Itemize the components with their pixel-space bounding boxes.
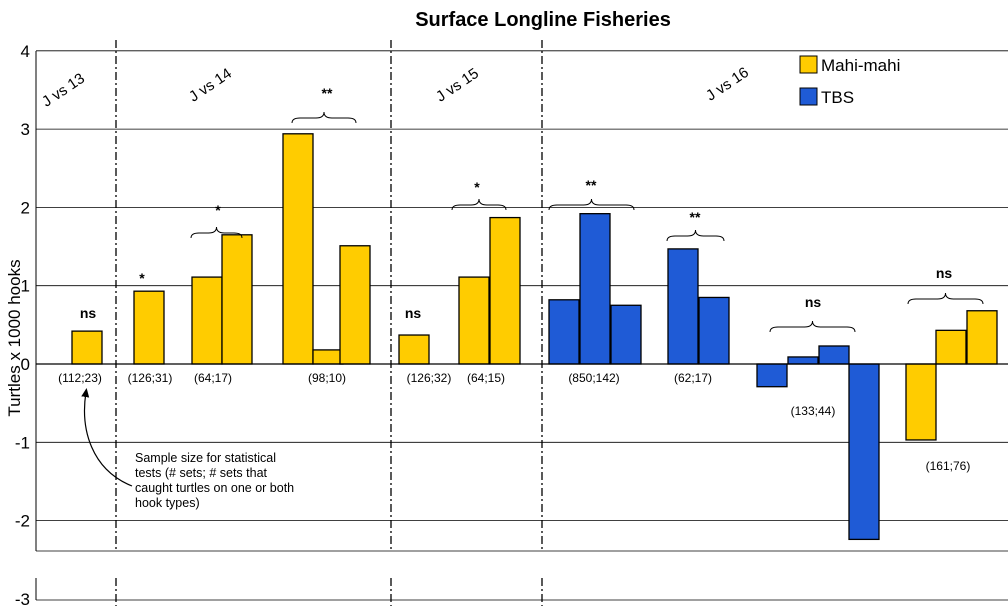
y-tick-label: 1 — [21, 277, 30, 296]
sample-size-label: (126;32) — [407, 371, 452, 385]
bar — [818, 345, 850, 365]
sample-size-label: (64;17) — [194, 371, 232, 385]
comparison-labels: J vs 13 J vs 14 J vs 15 J vs 16 — [39, 64, 752, 111]
group-brace — [451, 198, 507, 211]
bar — [458, 276, 490, 365]
bar — [221, 234, 253, 365]
group-brace — [548, 198, 635, 211]
comparison-label: J vs 13 — [39, 70, 88, 111]
group-brace — [291, 111, 357, 124]
bar — [282, 133, 314, 365]
y-tick-label: -2 — [15, 512, 30, 531]
legend-label: TBS — [821, 88, 854, 107]
sample-size-label: (850;142) — [568, 371, 619, 385]
axis-lines — [35, 51, 1008, 600]
note-arrow — [81, 388, 133, 487]
y-tick-label: -1 — [15, 433, 30, 452]
significance-label: ** — [586, 177, 597, 193]
y-axis-label: Turtles x 1000 hooks — [5, 259, 24, 416]
legend-swatch — [799, 55, 818, 74]
comparison-dividers — [115, 40, 543, 606]
significance-label: * — [474, 179, 480, 195]
sample-size-label: (126;31) — [128, 371, 173, 385]
group-brace — [769, 320, 856, 333]
group-brace — [907, 292, 984, 305]
sample-size-label: (98;10) — [308, 371, 346, 385]
note-line: tests (# sets; # sets that — [135, 466, 268, 480]
significance-label: ns — [936, 265, 953, 281]
bar — [489, 216, 521, 365]
comparison-label: J vs 15 — [433, 65, 482, 106]
bar — [848, 363, 880, 541]
bar — [133, 290, 165, 365]
y-tick-label: 0 — [21, 355, 30, 374]
bar — [667, 248, 699, 365]
sample-size-label: (62;17) — [674, 371, 712, 385]
bar — [756, 363, 788, 388]
significance-label: ns — [405, 305, 422, 321]
chart-title: Surface Longline Fisheries — [415, 9, 671, 31]
bar — [935, 329, 967, 365]
bar — [610, 304, 642, 365]
bar — [787, 356, 819, 365]
bar — [191, 276, 223, 365]
y-tick-label: 4 — [21, 42, 30, 61]
y-tick-label: 3 — [21, 120, 30, 139]
sample-size-label: (112;23) — [58, 371, 102, 385]
group-brace — [666, 229, 725, 242]
bar — [905, 363, 937, 441]
bar — [698, 296, 730, 365]
sample-size-label: (64;15) — [467, 371, 505, 385]
significance-label: ** — [322, 85, 333, 101]
sample-size-label: (133;44) — [791, 404, 836, 418]
significance-label: ns — [805, 294, 822, 310]
bar — [579, 213, 611, 365]
legend-label: Mahi-mahi — [821, 56, 900, 75]
comparison-label: J vs 16 — [703, 64, 752, 105]
sample-size-label: (161;76) — [926, 459, 971, 473]
group-annotations: ns (112;23) * (126;31) * (64;17) ** (98;10) ns (1… — [58, 85, 984, 473]
y-tick-label: 2 — [21, 198, 30, 217]
significance-label: ns — [80, 305, 97, 321]
legend: Mahi-mahi TBS — [799, 55, 900, 107]
significance-label: ** — [690, 209, 701, 225]
significance-label: * — [215, 202, 221, 218]
bar — [339, 245, 371, 365]
group-brace — [190, 226, 243, 239]
comparison-label: J vs 14 — [186, 65, 235, 106]
bar — [71, 330, 103, 365]
note-line: caught turtles on one or both — [135, 481, 294, 495]
legend-swatch — [799, 87, 818, 106]
bar — [966, 310, 998, 365]
significance-label: * — [139, 270, 145, 286]
bar — [398, 334, 430, 365]
y-tick-label: -3 — [15, 590, 30, 609]
note-line: Sample size for statistical — [135, 451, 276, 465]
y-axis-ticks: 4 3 2 1 0 -1 -2 -3 — [15, 42, 30, 609]
note-line: hook types) — [135, 496, 200, 510]
bar — [548, 299, 580, 365]
bar — [312, 349, 344, 365]
